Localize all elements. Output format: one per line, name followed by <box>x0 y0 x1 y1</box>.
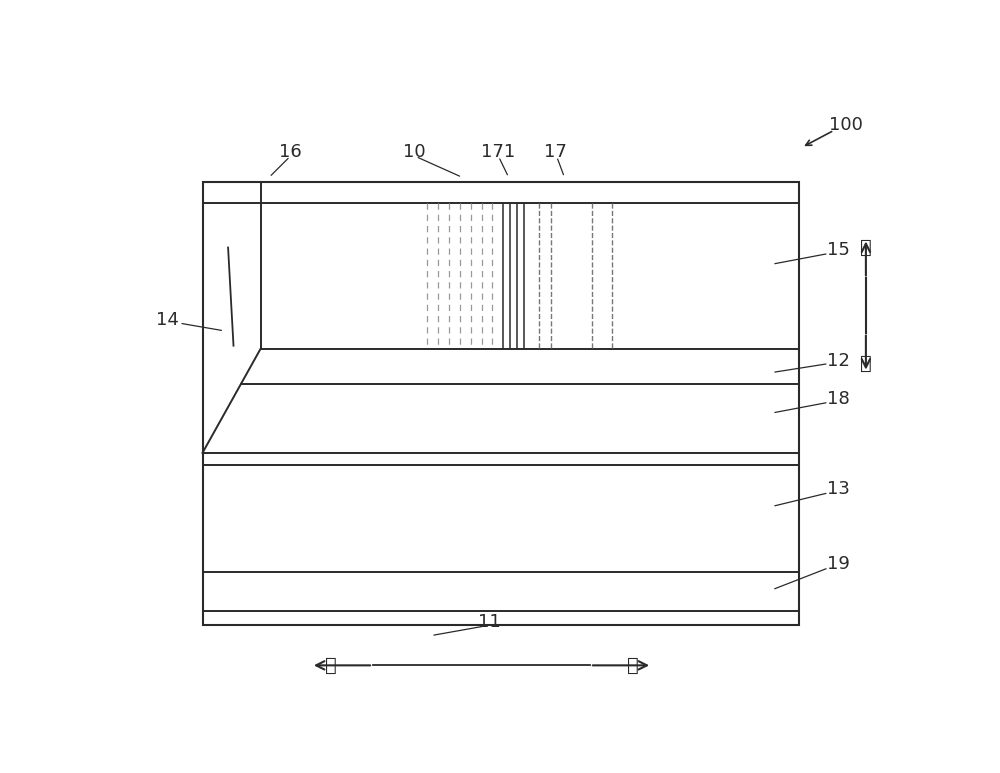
Text: 10: 10 <box>403 143 425 162</box>
Bar <box>202 182 799 625</box>
Text: 13: 13 <box>827 479 849 498</box>
Text: 右: 右 <box>627 656 639 675</box>
Text: 11: 11 <box>478 614 501 632</box>
Text: 12: 12 <box>827 352 849 369</box>
Text: 上: 上 <box>860 238 872 257</box>
Text: 下: 下 <box>860 354 872 373</box>
Text: 171: 171 <box>481 143 516 162</box>
Text: 19: 19 <box>827 555 849 573</box>
Text: 16: 16 <box>279 143 301 162</box>
Text: 15: 15 <box>827 241 849 260</box>
Text: 14: 14 <box>156 311 179 329</box>
Text: 左: 左 <box>324 656 336 675</box>
Text: 100: 100 <box>829 117 863 135</box>
Text: 17: 17 <box>544 143 567 162</box>
Text: 18: 18 <box>827 390 849 408</box>
